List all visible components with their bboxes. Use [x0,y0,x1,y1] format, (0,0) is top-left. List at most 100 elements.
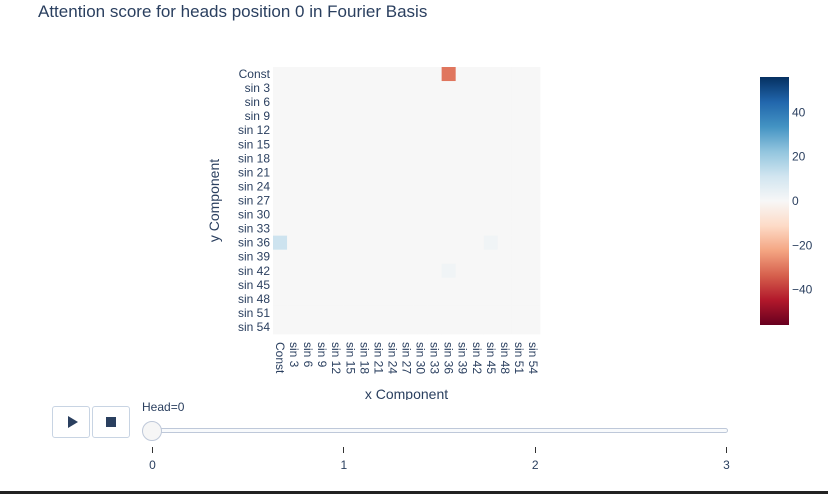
heatmap-cell [455,207,471,222]
heatmap-cell [497,179,513,194]
slider-step-label[interactable]: 1 [340,458,348,472]
heatmap-cell [315,109,330,124]
heatmap-cell [371,207,386,222]
heatmap-cell [357,137,372,152]
heatmap-cell [301,319,316,335]
heatmap-cell [441,179,457,194]
heatmap-cell [357,123,372,138]
slider-tick-mark [343,447,345,453]
heatmap-cell [413,95,428,110]
heatmap-cell [399,319,414,335]
x-tick-label: sin 15 [343,342,357,374]
heatmap-cell [343,137,358,152]
slider-step-label[interactable]: 2 [531,458,539,472]
heatmap-cell [357,193,372,208]
heatmap-cell [273,109,288,124]
heatmap-cell [343,95,358,110]
heatmap-cell [287,305,302,321]
heatmap-cell [455,81,471,96]
heatmap-cell [483,165,499,180]
heatmap-cell [273,305,288,321]
heatmap-cell [469,109,485,124]
heatmap-cell [273,123,288,138]
heatmap-cell [273,165,288,180]
heatmap-cell [525,249,541,265]
heatmap-cell [315,151,330,166]
heatmap-cell [357,305,372,321]
heatmap-cell [315,137,330,152]
heatmap-cell [455,291,471,307]
x-tick-label: sin 39 [456,342,470,374]
heatmap-cell [413,123,428,138]
slider-handle[interactable] [142,421,162,441]
heatmap-cell [315,277,330,293]
heatmap-cell [273,235,288,251]
heatmap-cell [287,277,302,293]
heatmap-cell [399,291,414,307]
heatmap-cell [329,179,344,194]
heatmap-cell [343,207,358,222]
heatmap-cell [511,179,527,194]
colorbar-ticks: 40 20 0 −20 −40 [792,105,813,296]
heatmap-cell [441,319,457,335]
heatmap-cell [273,179,288,194]
heatmap-cell [413,151,428,166]
heatmap-cell [455,165,471,180]
heatmap-cell [315,221,330,237]
heatmap-cell [469,165,485,180]
slider-track[interactable] [152,428,728,433]
heatmap-cell [427,277,443,293]
heatmap-cell [287,207,302,222]
heatmap-cell [413,67,428,82]
heatmap-cell [315,305,330,321]
heatmap-cell [525,221,541,237]
heatmap-cell [441,277,457,293]
heatmap-cell [329,207,344,222]
heatmap-cell [343,123,358,138]
heatmap-cell [497,249,513,265]
heatmap-cell [329,249,344,265]
heatmap-cell [427,67,443,82]
y-axis-title: y Component [206,159,222,242]
x-tick-label: sin 21 [371,342,385,374]
heatmap-cell [525,207,541,222]
heatmap-cell [455,179,471,194]
y-tick-label: sin 48 [238,292,270,306]
y-tick-label: sin 36 [238,236,270,250]
chart-title: Attention score for heads position 0 in … [38,2,428,21]
x-tick-label: sin 51 [512,342,526,374]
x-tick-label: sin 33 [428,342,442,374]
heatmap-cell [441,305,457,321]
heatmap-cell [525,151,541,166]
heatmap-cell [385,263,400,279]
heatmap-cell [427,81,443,96]
heatmap-cell [343,151,358,166]
heatmap-cell [413,319,428,335]
x-tick-label: sin 9 [315,342,329,368]
heatmap-cell [287,235,302,251]
play-button[interactable] [52,406,90,438]
heatmap-cell [483,151,499,166]
x-tick-label: sin 48 [498,342,512,374]
heatmap-cell [511,67,527,82]
stop-button[interactable] [92,406,130,438]
y-tick-label: sin 45 [238,278,270,292]
heatmap-cell [413,165,428,180]
heatmap-cell [511,193,527,208]
heatmap-cell [357,319,372,335]
x-tick-label: sin 12 [329,342,343,374]
heatmap-cell [287,151,302,166]
heatmap-cell [441,137,457,152]
heatmap-cell [371,137,386,152]
heatmap-cell [329,235,344,251]
heatmap-cell [441,81,457,96]
heatmap-cell [343,81,358,96]
slider-step-label[interactable]: 3 [723,458,730,472]
heatmap-cell [287,193,302,208]
heatmap-cell [525,137,541,152]
heatmap-cell [525,305,541,321]
heatmap-cell [455,95,471,110]
heatmap-cell [343,221,358,237]
slider-step-label[interactable]: 0 [149,458,156,472]
heatmap-cell [455,235,471,251]
